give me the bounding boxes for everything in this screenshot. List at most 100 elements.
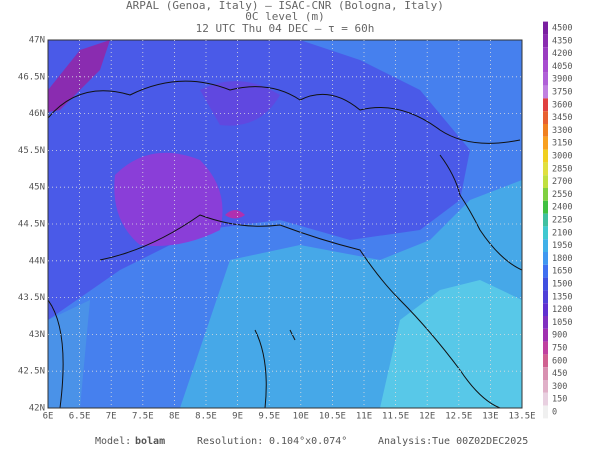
- footer-label: Model:: [95, 436, 131, 447]
- colorbar-swatch: [543, 188, 548, 201]
- colorbar-label: 4350: [552, 36, 572, 46]
- lon-label: 9E: [232, 412, 243, 422]
- colorbar-swatch: [543, 200, 548, 214]
- colorbar-label: 3600: [552, 100, 572, 110]
- header-line: 12 UTC Thu 04 DEC – τ = 60h: [196, 22, 375, 35]
- colorbar-label: 1800: [552, 254, 572, 264]
- coastline: [48, 80, 522, 408]
- lat-label: 44N: [29, 256, 45, 266]
- colorbar-label: 1950: [552, 241, 572, 251]
- field-blob: [114, 152, 223, 246]
- lon-label: 10.5E: [319, 412, 346, 422]
- colorbar-label: 750: [552, 344, 567, 354]
- lat-label: 44.5N: [18, 220, 45, 230]
- colorbar-swatch: [543, 72, 548, 86]
- colorbar-label: 2550: [552, 190, 572, 200]
- colorbar-swatch: [543, 60, 548, 73]
- lat-label: 46N: [29, 109, 45, 119]
- lon-label: 12.5E: [445, 412, 472, 422]
- colorbar-label: 300: [552, 382, 567, 392]
- colorbar-label: 450: [552, 369, 567, 379]
- lon-label: 11.5E: [382, 412, 409, 422]
- colorbar-swatch: [543, 380, 548, 393]
- lon-label: 7E: [106, 412, 117, 422]
- field-band: [380, 280, 522, 408]
- colorbar-swatch: [543, 47, 548, 60]
- lat-label: 42N: [29, 404, 45, 414]
- field-blob: [200, 81, 280, 126]
- colorbar-swatch: [543, 213, 548, 227]
- colorbar-label: 1350: [552, 292, 572, 302]
- lat-label: 43N: [29, 330, 45, 340]
- lat-label: 43.5N: [18, 293, 45, 303]
- footer-label: Resolution:: [197, 436, 263, 447]
- colorbar-label: 3000: [552, 152, 572, 162]
- header-line: 0C level (m): [245, 10, 324, 23]
- colorbar-label: 2400: [552, 203, 572, 213]
- lon-label: 6.5E: [69, 412, 91, 422]
- colorbar-label: 1050: [552, 318, 572, 328]
- colorbar-swatch: [543, 392, 548, 406]
- colorbar-swatch: [543, 316, 548, 329]
- colorbar-swatch: [543, 34, 548, 48]
- colorbar-swatch: [543, 239, 548, 252]
- colorbar-label: 600: [552, 356, 567, 366]
- colorbar-label: 0: [552, 408, 557, 418]
- colorbar-label: 4050: [552, 62, 572, 72]
- colorbar-swatch: [543, 98, 548, 112]
- lon-label: 13E: [482, 412, 498, 422]
- colorbar-swatch: [543, 264, 548, 278]
- colorbar-swatch: [543, 21, 548, 35]
- colorbar-label: 3750: [552, 88, 572, 98]
- lon-label: 10E: [293, 412, 309, 422]
- colorbar-label: 3300: [552, 126, 572, 136]
- field-blob: [48, 40, 110, 112]
- colorbar-swatch: [543, 341, 548, 355]
- lon-label: 8.5E: [195, 412, 217, 422]
- colorbar-swatch: [543, 405, 548, 419]
- colorbar-label: 3450: [552, 113, 572, 123]
- colorbar-swatch: [543, 226, 548, 240]
- lon-label: 8E: [169, 412, 180, 422]
- colorbar-swatch: [543, 290, 548, 304]
- lat-label: 45N: [29, 183, 45, 193]
- colorbar-label: 1200: [552, 305, 572, 315]
- colorbar-swatch: [543, 252, 548, 265]
- colorbar-swatch: [543, 277, 548, 291]
- colorbar-label: 2700: [552, 177, 572, 187]
- colorbar-label: 150: [552, 395, 567, 405]
- lat-label: 47N: [29, 36, 45, 46]
- lon-label: 11E: [356, 412, 372, 422]
- lat-label: 42.5N: [18, 367, 45, 377]
- colorbar-swatch: [543, 354, 548, 368]
- header-line: ARPAL (Genoa, Italy) — ISAC-CNR (Bologna…: [126, 0, 444, 12]
- colorbar-swatch: [543, 111, 548, 124]
- colorbar-swatch: [543, 367, 548, 380]
- colorbar-swatch: [543, 85, 548, 99]
- colorbar-label: 2100: [552, 228, 572, 238]
- lon-label: 12E: [419, 412, 435, 422]
- footer-value: 0.104°x0.074°: [269, 436, 347, 447]
- lon-label: 6E: [43, 412, 54, 422]
- colorbar-label: 3150: [552, 139, 572, 149]
- colorbar-swatch: [543, 162, 548, 176]
- footer-label: Analysis:: [378, 436, 432, 447]
- footer-value: bolam: [135, 436, 165, 447]
- colorbar-label: 4200: [552, 49, 572, 59]
- colorbar-label: 1650: [552, 267, 572, 277]
- colorbar-swatch: [543, 303, 548, 316]
- colorbar-swatch: [543, 149, 548, 163]
- lat-label: 46.5N: [18, 72, 45, 82]
- colorbar-swatch: [543, 136, 548, 150]
- colorbar-label: 900: [552, 331, 567, 341]
- colorbar-label: 2850: [552, 164, 572, 174]
- field-blob: [225, 210, 245, 219]
- colorbar-label: 4500: [552, 24, 572, 34]
- colorbar-label: 3900: [552, 75, 572, 85]
- lon-label: 7.5E: [132, 412, 154, 422]
- colorbar-swatch: [543, 328, 548, 342]
- footer-value: Tue 00Z02DEC2025: [432, 436, 528, 447]
- lon-label: 9.5E: [258, 412, 280, 422]
- colorbar-swatch: [543, 124, 548, 137]
